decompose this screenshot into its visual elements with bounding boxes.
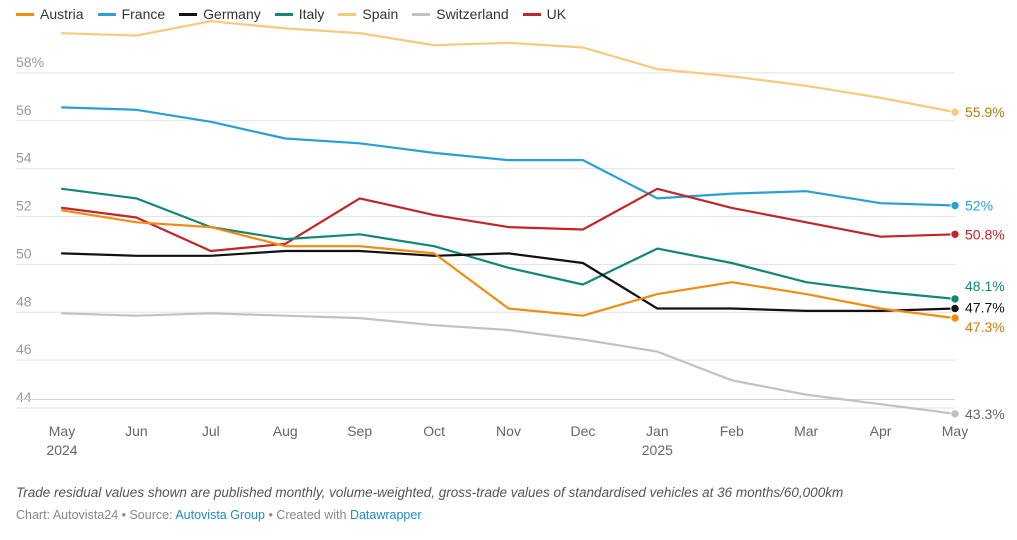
datawrapper-link[interactable]: Datawrapper — [349, 508, 422, 522]
credit-prefix: Chart: Autovista24 • Source: — [16, 508, 176, 522]
x-tick-label: Jan — [646, 423, 669, 439]
y-tick-label: 52 — [16, 198, 32, 214]
legend-item-spain: Spain — [338, 6, 398, 22]
x-tick-label: Apr — [870, 423, 892, 439]
y-tick-label: 54 — [16, 150, 32, 166]
x-year-label: 2025 — [642, 442, 673, 458]
x-tick-label: Sep — [347, 423, 372, 439]
credit-mid: • Created with — [264, 508, 350, 522]
end-point-austria — [950, 313, 960, 323]
end-label-austria: 47.3% — [965, 319, 1005, 335]
x-tick-label: Feb — [720, 423, 744, 439]
y-tick-label: 44 — [16, 389, 32, 405]
y-tick-label: 48 — [16, 293, 32, 309]
end-label-france: 52% — [965, 198, 993, 214]
legend-swatch — [179, 12, 198, 16]
series-line-germany — [60, 249, 957, 312]
end-point-spain — [950, 107, 960, 117]
end-point-germany — [950, 303, 960, 314]
end-point-france — [950, 200, 960, 211]
legend-swatch — [522, 12, 541, 16]
legend-item-uk: UK — [522, 6, 567, 22]
end-point-italy — [950, 294, 960, 304]
chart-footnote: Trade residual values shown are publishe… — [16, 485, 844, 500]
series-line-austria — [60, 209, 957, 320]
x-tick-label: Aug — [273, 423, 298, 439]
x-tick-label: Jul — [202, 423, 220, 439]
legend-swatch — [16, 12, 34, 16]
legend-label: UK — [546, 6, 567, 22]
legend-item-switzerland: Switzerland — [412, 6, 509, 22]
x-tick-label: Mar — [794, 423, 818, 439]
chart-credit: Chart: Autovista24 • Source: Autovista G… — [16, 508, 422, 522]
legend-item-italy: Italy — [274, 6, 325, 22]
legend-swatch — [97, 12, 116, 16]
y-tick-label: 58% — [16, 54, 44, 70]
legend-label: Italy — [298, 6, 325, 22]
x-tick-label: Oct — [423, 423, 445, 439]
legend-label: Germany — [203, 6, 261, 22]
series-line-france — [60, 106, 957, 207]
end-point-uk — [950, 229, 960, 239]
x-tick-label: Jun — [125, 423, 148, 439]
x-tick-label: Dec — [570, 423, 595, 439]
end-label-uk: 50.8% — [965, 226, 1005, 242]
legend-swatch — [412, 12, 431, 16]
x-tick-label: May — [49, 423, 75, 439]
legend-label: France — [121, 6, 166, 22]
end-label-italy: 48.1% — [965, 278, 1005, 294]
y-tick-label: 50 — [16, 245, 32, 261]
legend-label: Austria — [40, 6, 84, 22]
legend-item-germany: Germany — [179, 6, 261, 22]
y-tick-label: 46 — [16, 341, 32, 357]
end-label-switzerland: 43.3% — [965, 406, 1005, 422]
x-tick-label: May — [942, 423, 968, 439]
chart-legend: Austria France Germany Italy Spain Switzerlan… — [16, 4, 580, 24]
series-line-switzerland — [60, 312, 957, 415]
end-label-germany: 47.7% — [965, 299, 1005, 315]
source-link[interactable]: Autovista Group — [175, 508, 265, 522]
x-year-label: 2024 — [46, 442, 77, 458]
series-line-spain — [60, 20, 957, 114]
y-tick-label: 56 — [16, 102, 32, 118]
legend-item-france: France — [97, 6, 166, 22]
legend-item-austria: Austria — [16, 6, 84, 22]
x-tick-label: Nov — [496, 423, 521, 439]
series-line-uk — [60, 187, 957, 253]
legend-label: Spain — [362, 6, 399, 22]
legend-swatch — [338, 12, 357, 16]
legend-label: Switzerland — [436, 6, 509, 22]
end-point-switzerland — [950, 409, 960, 419]
end-label-spain: 55.9% — [965, 104, 1005, 120]
line-chart: 58% 56 54 52 50 48 46 44 May 2024 Jun Jul Aug Sep Oct N… — [16, 20, 1005, 458]
legend-swatch — [274, 12, 293, 16]
